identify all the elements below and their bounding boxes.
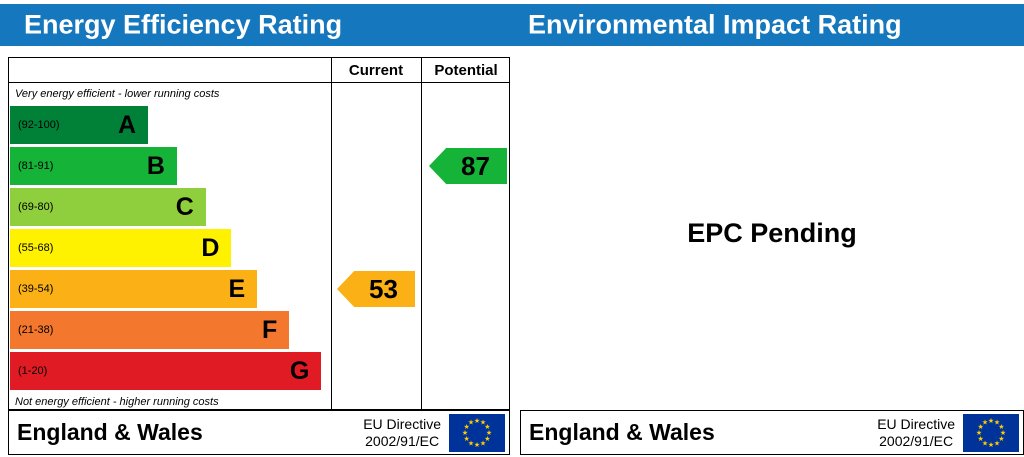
current-column-divider (331, 58, 332, 409)
svg-text:★: ★ (977, 435, 983, 443)
energy-rating-title: Energy Efficiency Rating (24, 9, 343, 40)
epc-pending-message: EPC Pending (687, 218, 857, 248)
eu-directive-line2: 2002/91/EC (365, 432, 440, 449)
band-a: (92-100) A (10, 106, 331, 144)
svg-text:★: ★ (977, 423, 983, 431)
potential-column-header: Potential (434, 62, 498, 79)
eu-directive-line2: 2002/91/EC (879, 432, 954, 449)
band-range: (1-20) (18, 365, 48, 377)
top-note: Very energy efficient - lower running co… (15, 88, 220, 100)
band-range: (55-68) (18, 242, 54, 254)
title-bar: Energy Efficiency Rating Environmental I… (0, 4, 1024, 46)
svg-text:★: ★ (480, 439, 486, 447)
band-range: (92-100) (18, 119, 60, 131)
bottom-note: Not energy efficient - higher running co… (15, 396, 219, 408)
svg-text:★: ★ (988, 417, 994, 425)
svg-text:★: ★ (462, 429, 468, 437)
band-letter: E (228, 274, 246, 303)
eu-directive-label: EU Directive 2002/91/EC (877, 416, 955, 448)
band-f: (21-38) F (10, 311, 331, 349)
energy-rating-chart: Current Potential Very energy efficient … (8, 57, 510, 410)
band-f-bar: (21-38) F (10, 311, 290, 349)
svg-text:★: ★ (468, 418, 474, 426)
band-letter: C (175, 192, 194, 221)
band-d-bar: (55-68) D (10, 229, 232, 267)
band-c: (69-80) C (10, 188, 331, 226)
svg-text:★: ★ (480, 418, 486, 426)
energy-footer: England & Wales EU Directive 2002/91/EC … (8, 410, 510, 455)
svg-text:★: ★ (474, 417, 480, 425)
band-range: (69-80) (18, 201, 54, 213)
eu-directive-label: EU Directive 2002/91/EC (363, 416, 441, 448)
band-letter: G (289, 356, 310, 385)
potential-rating-value: 87 (461, 150, 490, 181)
band-range: (81-91) (18, 160, 54, 172)
rating-bands: (92-100) A (81-91) B (69-80) C (55-68) (10, 106, 331, 393)
band-d: (55-68) D (10, 229, 331, 267)
band-a-bar: (92-100) A (10, 106, 149, 144)
svg-text:★: ★ (468, 439, 474, 447)
svg-text:★: ★ (982, 439, 988, 447)
svg-text:★: ★ (982, 418, 988, 426)
band-e: (39-54) E (10, 270, 331, 308)
svg-text:★: ★ (976, 429, 982, 437)
band-b: (81-91) B (10, 147, 331, 185)
svg-text:★: ★ (988, 441, 994, 449)
current-column-header: Current (348, 62, 404, 79)
svg-text:★: ★ (484, 423, 490, 431)
region-label: England & Wales (529, 419, 715, 445)
environmental-rating-title: Environmental Impact Rating (528, 9, 902, 40)
svg-text:★: ★ (474, 441, 480, 449)
band-e-bar: (39-54) E (10, 270, 258, 308)
svg-text:★: ★ (994, 439, 1000, 447)
svg-text:★: ★ (484, 435, 490, 443)
svg-text:★: ★ (463, 435, 469, 443)
potential-column-divider (421, 58, 422, 409)
band-b-bar: (81-91) B (10, 147, 177, 185)
current-rating-arrow: 53 (337, 271, 415, 307)
eu-directive-line1: EU Directive (363, 416, 441, 433)
svg-text:★: ★ (463, 423, 469, 431)
band-c-bar: (69-80) C (10, 188, 206, 226)
eu-flag-icon: ★ ★ ★ ★ ★ ★ ★ ★ ★ ★ ★ ★ (963, 413, 1019, 452)
environmental-footer: England & Wales EU Directive 2002/91/EC … (520, 410, 1024, 455)
band-letter: D (201, 233, 220, 262)
band-range: (39-54) (18, 283, 54, 295)
band-range: (21-38) (18, 324, 54, 336)
band-g: (1-20) G (10, 352, 331, 390)
band-letter: A (117, 110, 137, 139)
chart-header-row: Current Potential (9, 58, 509, 83)
current-rating-value: 53 (369, 273, 398, 304)
svg-text:★: ★ (994, 418, 1000, 426)
svg-text:★: ★ (998, 435, 1004, 443)
svg-text:★: ★ (998, 423, 1004, 431)
svg-text:★: ★ (486, 429, 492, 437)
potential-rating-arrow: 87 (429, 148, 507, 184)
band-letter: B (146, 151, 165, 180)
eu-flag-icon: ★ ★ ★ ★ ★ ★ ★ ★ ★ ★ ★ ★ (449, 413, 505, 452)
band-letter: F (261, 315, 278, 344)
eu-directive-line1: EU Directive (877, 416, 955, 433)
svg-text:★: ★ (1000, 429, 1006, 437)
region-label: England & Wales (17, 419, 203, 445)
band-g-bar: (1-20) G (10, 352, 322, 390)
